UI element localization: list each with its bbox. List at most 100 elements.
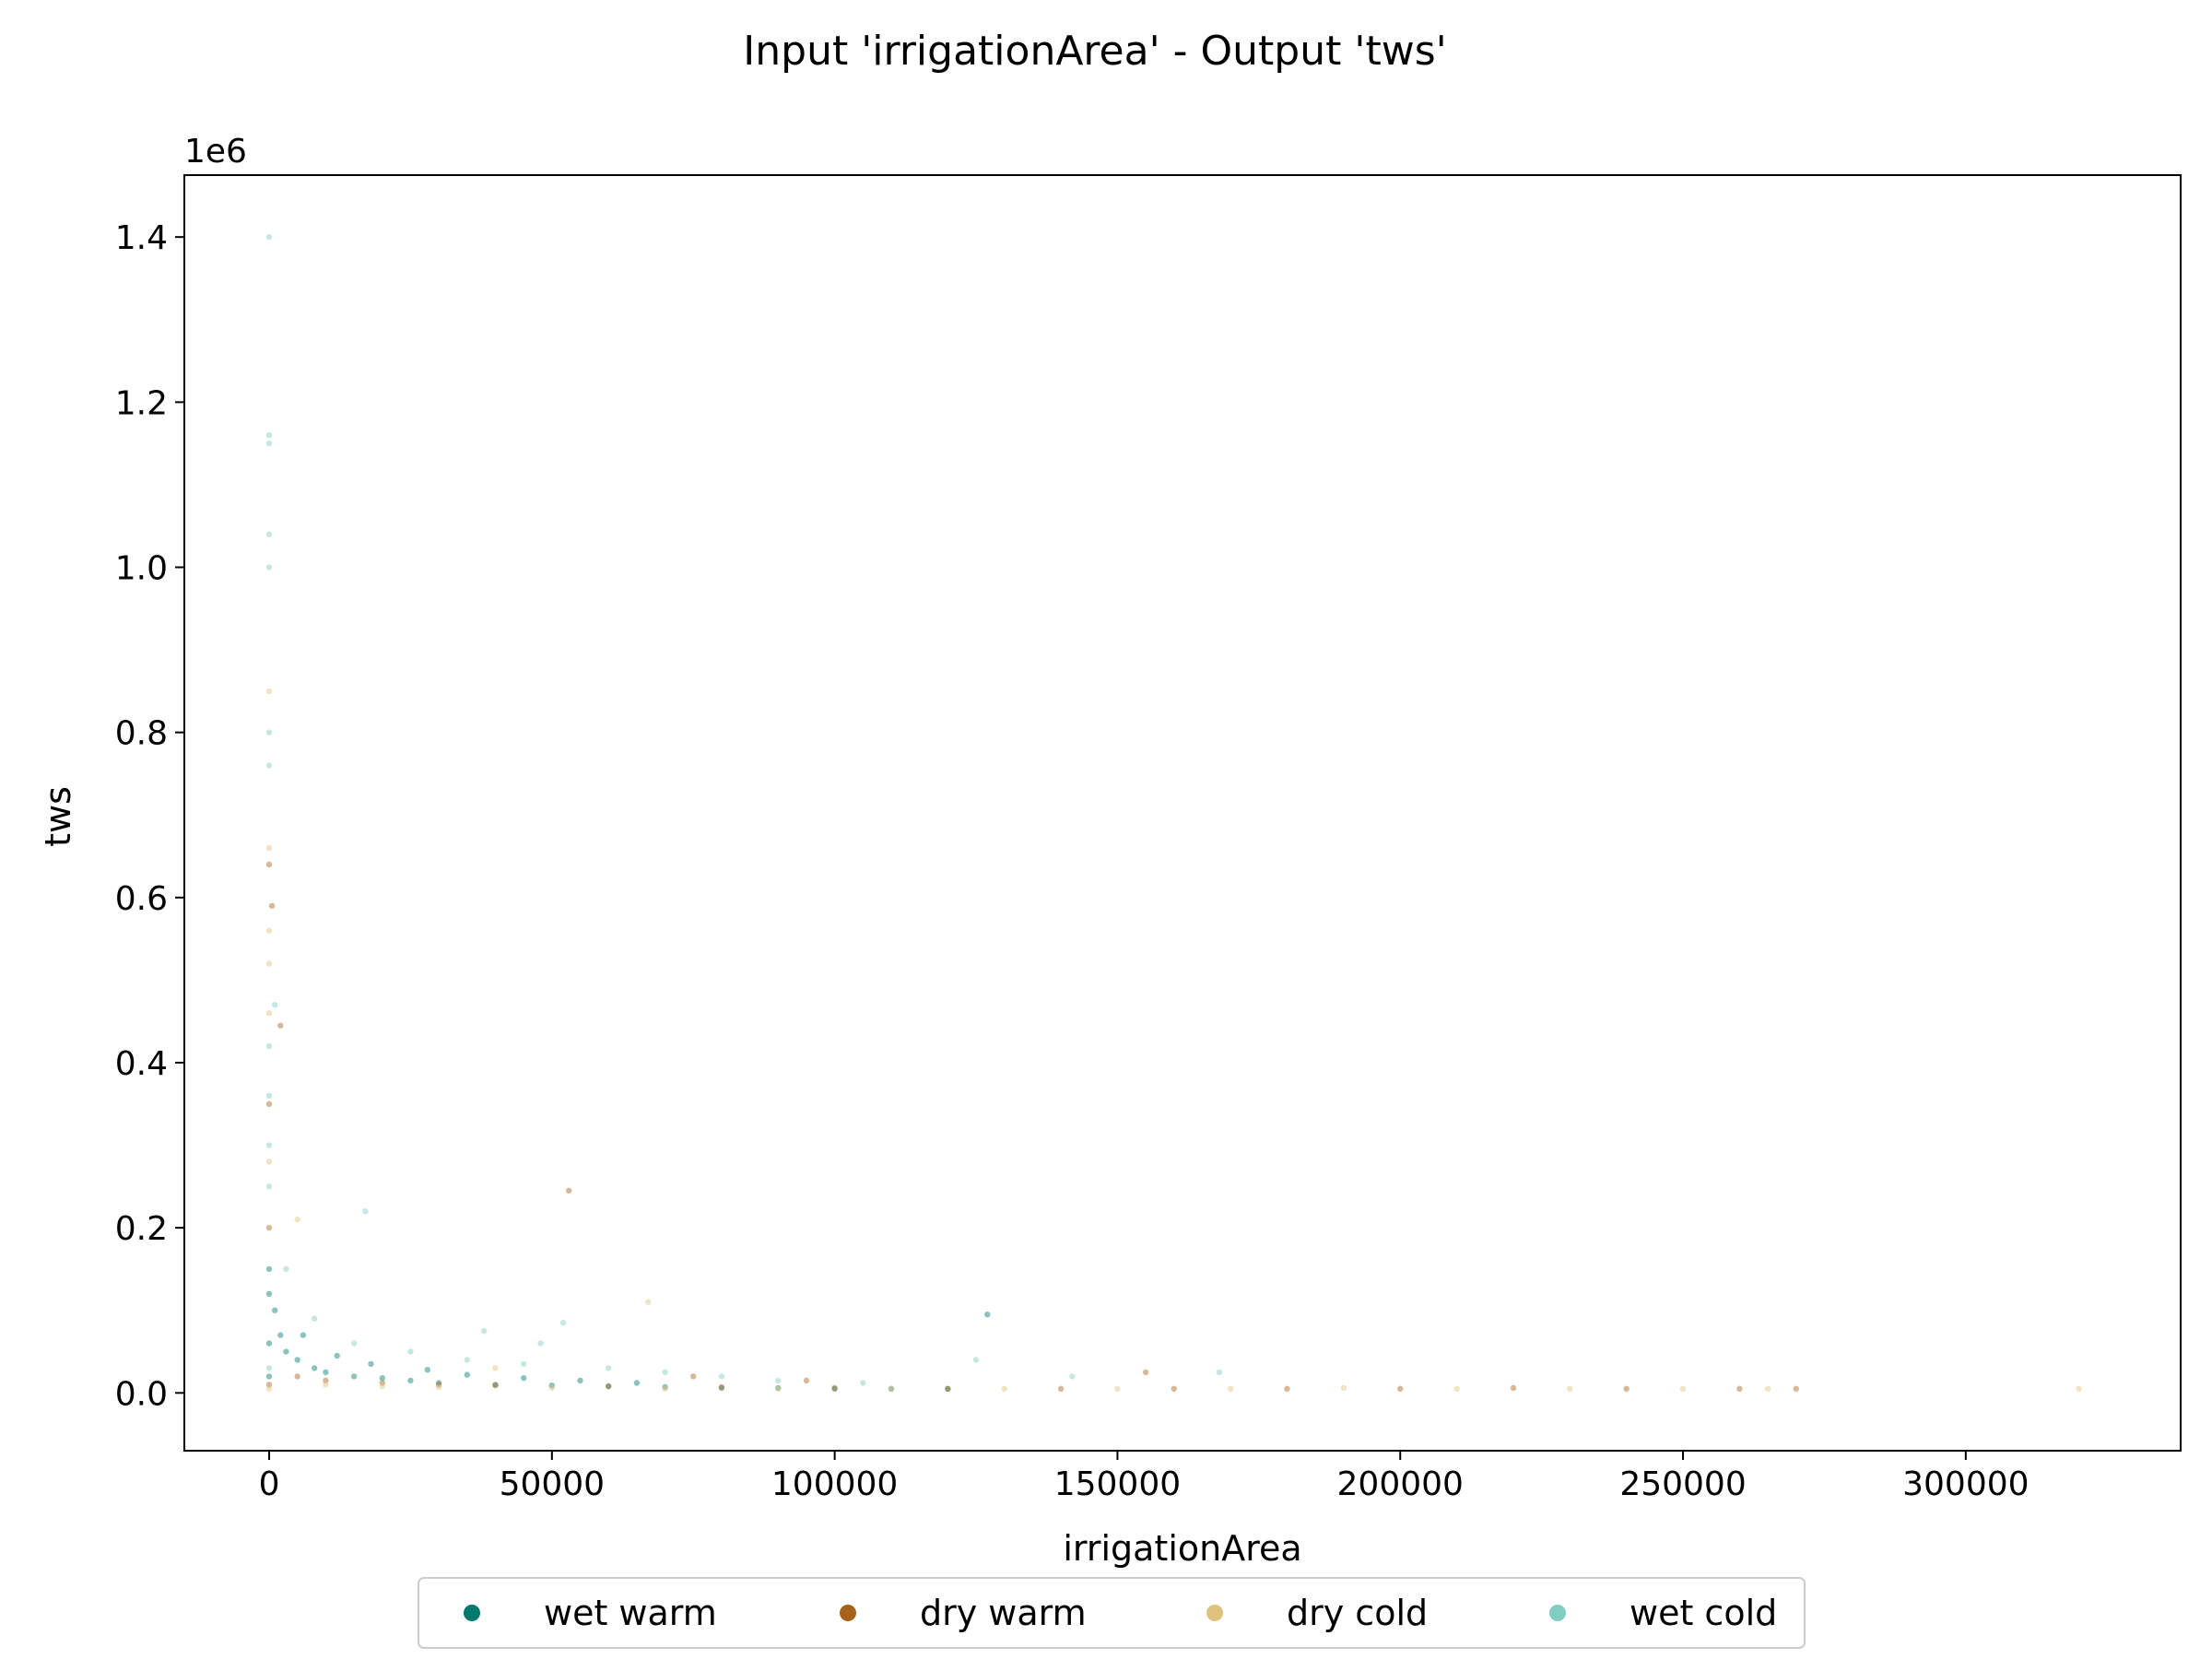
data-point-wet-cold-30 xyxy=(481,1327,488,1335)
x-tick-label-5: 250000 xyxy=(1619,1465,1746,1503)
data-point-wet-warm-19 xyxy=(775,1384,782,1392)
data-point-dry-cold-12 xyxy=(662,1385,668,1393)
data-point-wet-warm-15 xyxy=(548,1382,555,1389)
data-point-dry-cold-15 xyxy=(1001,1385,1007,1393)
legend-label-dry-warm: dry warm xyxy=(920,1593,1087,1633)
data-point-wet-warm-3 xyxy=(265,1265,273,1273)
data-point-dry-warm-18 xyxy=(1171,1385,1178,1393)
data-point-wet-warm-27 xyxy=(424,1367,430,1373)
data-point-wet-cold-6 xyxy=(265,729,273,735)
data-point-wet-warm-24 xyxy=(300,1332,307,1338)
data-point-dry-warm-8 xyxy=(379,1380,385,1386)
chart-title: Input 'irrigationArea' - Output 'tws' xyxy=(743,28,1446,75)
data-point-dry-cold-22 xyxy=(1764,1385,1771,1393)
data-point-wet-warm-20 xyxy=(831,1385,838,1393)
x-tick-label-6: 300000 xyxy=(1902,1465,2029,1503)
data-point-dry-warm-14 xyxy=(831,1384,838,1392)
data-point-wet-cold-15 xyxy=(311,1315,318,1322)
data-point-wet-cold-4 xyxy=(265,1042,273,1050)
data-point-wet-warm-8 xyxy=(311,1365,318,1371)
data-point-wet-cold-7 xyxy=(265,564,273,571)
data-point-wet-warm-2 xyxy=(265,1290,273,1298)
legend-items: wet warm dry warm dry cold wet cold xyxy=(464,1593,1777,1633)
data-point-wet-cold-29 xyxy=(537,1340,544,1347)
data-point-wet-cold-17 xyxy=(407,1348,414,1355)
data-point-wet-cold-26 xyxy=(972,1357,980,1363)
data-point-wet-cold-13 xyxy=(362,1208,369,1215)
data-point-dry-warm-23 xyxy=(1736,1385,1743,1393)
data-point-wet-cold-23 xyxy=(718,1373,725,1380)
data-point-dry-cold-7 xyxy=(294,1217,300,1223)
data-points-layer xyxy=(265,234,2082,1393)
data-point-wet-cold-8 xyxy=(265,531,273,537)
data-point-dry-cold-9 xyxy=(379,1382,385,1390)
data-point-wet-warm-29 xyxy=(521,1375,527,1382)
data-point-dry-cold-13 xyxy=(775,1385,782,1393)
data-point-wet-warm-12 xyxy=(407,1377,414,1384)
x-tick-label-1: 50000 xyxy=(500,1465,606,1503)
data-point-dry-warm-25 xyxy=(690,1373,697,1380)
data-point-wet-warm-10 xyxy=(350,1373,358,1380)
data-point-dry-cold-1 xyxy=(265,1159,273,1165)
data-point-dry-cold-20 xyxy=(1567,1385,1573,1393)
legend-marker-dry-warm xyxy=(840,1605,856,1621)
data-point-wet-warm-6 xyxy=(283,1348,289,1355)
data-point-wet-warm-25 xyxy=(334,1352,340,1359)
y-tick-label-0: 0.0 xyxy=(115,1375,168,1413)
data-point-dry-warm-3 xyxy=(265,861,273,868)
data-point-dry-cold-6 xyxy=(265,688,273,695)
legend-label-dry-cold: dry cold xyxy=(1287,1593,1428,1633)
data-point-dry-warm-11 xyxy=(566,1187,572,1194)
data-point-dry-warm-13 xyxy=(718,1383,725,1391)
data-point-wet-warm-4 xyxy=(272,1307,278,1313)
data-point-dry-cold-5 xyxy=(265,844,273,852)
data-point-dry-warm-19 xyxy=(1284,1385,1290,1393)
data-point-dry-cold-4 xyxy=(265,927,273,934)
data-point-dry-warm-2 xyxy=(265,1100,273,1108)
data-point-wet-warm-17 xyxy=(662,1383,668,1391)
data-point-wet-cold-9 xyxy=(265,440,273,447)
y-tick-label-4: 0.8 xyxy=(115,715,168,753)
data-point-dry-warm-9 xyxy=(435,1382,442,1388)
data-point-wet-cold-24 xyxy=(775,1377,782,1384)
data-point-dry-cold-0 xyxy=(265,1385,273,1393)
data-point-dry-cold-21 xyxy=(1679,1385,1687,1393)
y-tick-label-1: 0.2 xyxy=(115,1210,168,1248)
data-point-wet-cold-19 xyxy=(521,1360,527,1368)
data-point-dry-warm-1 xyxy=(265,1224,273,1231)
data-point-dry-cold-14 xyxy=(888,1385,895,1393)
data-point-dry-cold-8 xyxy=(323,1382,329,1388)
data-point-dry-warm-0 xyxy=(265,1382,273,1388)
y-tick-label-6: 1.2 xyxy=(115,384,168,422)
data-point-wet-cold-12 xyxy=(272,1002,278,1008)
data-point-wet-warm-31 xyxy=(633,1380,641,1386)
y-tick-label-3: 0.6 xyxy=(115,880,168,918)
data-point-wet-cold-14 xyxy=(283,1265,289,1273)
legend-frame xyxy=(418,1577,1806,1649)
x-tick-label-3: 150000 xyxy=(1054,1465,1181,1503)
x-tick-label-2: 100000 xyxy=(771,1465,898,1503)
data-point-wet-cold-22 xyxy=(662,1369,668,1376)
data-point-wet-cold-18 xyxy=(464,1357,470,1363)
data-point-wet-warm-5 xyxy=(277,1332,284,1338)
data-point-wet-cold-2 xyxy=(265,1142,273,1148)
data-point-wet-cold-16 xyxy=(350,1340,358,1347)
data-point-wet-warm-21 xyxy=(888,1385,895,1393)
y-tick-label-2: 0.4 xyxy=(115,1045,168,1083)
legend-label-wet-warm: wet warm xyxy=(544,1593,717,1633)
data-point-dry-cold-16 xyxy=(1114,1385,1121,1393)
x-tick-label-0: 0 xyxy=(259,1465,280,1503)
data-point-wet-warm-26 xyxy=(368,1360,374,1368)
data-point-dry-cold-3 xyxy=(265,960,273,967)
data-point-wet-warm-30 xyxy=(577,1377,583,1384)
data-point-wet-warm-16 xyxy=(606,1382,612,1390)
data-point-wet-warm-28 xyxy=(464,1371,470,1378)
data-point-dry-cold-10 xyxy=(435,1383,442,1391)
data-point-dry-warm-22 xyxy=(1623,1385,1630,1393)
legend-marker-dry-cold xyxy=(1206,1605,1223,1621)
data-point-dry-cold-11 xyxy=(548,1384,555,1392)
legend-label-wet-cold: wet cold xyxy=(1630,1593,1777,1633)
data-point-dry-warm-21 xyxy=(1510,1384,1517,1392)
data-point-wet-warm-0 xyxy=(265,1373,273,1380)
data-point-wet-cold-25 xyxy=(860,1380,866,1386)
